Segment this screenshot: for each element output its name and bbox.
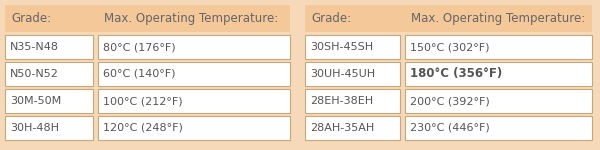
Text: Max. Operating Temperature:: Max. Operating Temperature:	[411, 12, 585, 25]
FancyBboxPatch shape	[98, 35, 290, 59]
FancyBboxPatch shape	[5, 116, 93, 140]
Text: 80°C (176°F): 80°C (176°F)	[103, 42, 176, 52]
Text: 30H-48H: 30H-48H	[10, 123, 59, 133]
FancyBboxPatch shape	[5, 62, 93, 86]
FancyBboxPatch shape	[5, 89, 93, 113]
Text: N35-N48: N35-N48	[10, 42, 59, 52]
Text: 150°C (302°F): 150°C (302°F)	[410, 42, 490, 52]
FancyBboxPatch shape	[98, 116, 290, 140]
Text: 30SH-45SH: 30SH-45SH	[310, 42, 373, 52]
Text: Max. Operating Temperature:: Max. Operating Temperature:	[104, 12, 278, 25]
Text: 180°C (356°F): 180°C (356°F)	[410, 68, 502, 81]
FancyBboxPatch shape	[405, 89, 592, 113]
FancyBboxPatch shape	[405, 116, 592, 140]
FancyBboxPatch shape	[405, 62, 592, 86]
FancyBboxPatch shape	[405, 35, 592, 59]
Text: 100°C (212°F): 100°C (212°F)	[103, 96, 182, 106]
FancyBboxPatch shape	[5, 5, 290, 32]
Text: 28AH-35AH: 28AH-35AH	[310, 123, 374, 133]
FancyBboxPatch shape	[305, 62, 400, 86]
FancyBboxPatch shape	[5, 35, 93, 59]
Text: Grade:: Grade:	[11, 12, 51, 25]
Text: 30UH-45UH: 30UH-45UH	[310, 69, 375, 79]
FancyBboxPatch shape	[98, 89, 290, 113]
FancyBboxPatch shape	[98, 62, 290, 86]
FancyBboxPatch shape	[305, 35, 400, 59]
Text: 230°C (446°F): 230°C (446°F)	[410, 123, 490, 133]
FancyBboxPatch shape	[305, 5, 592, 32]
Text: 28EH-38EH: 28EH-38EH	[310, 96, 373, 106]
FancyBboxPatch shape	[305, 116, 400, 140]
Text: 30M-50M: 30M-50M	[10, 96, 61, 106]
Text: Grade:: Grade:	[311, 12, 351, 25]
Text: 120°C (248°F): 120°C (248°F)	[103, 123, 183, 133]
FancyBboxPatch shape	[305, 89, 400, 113]
Text: 200°C (392°F): 200°C (392°F)	[410, 96, 490, 106]
Text: 60°C (140°F): 60°C (140°F)	[103, 69, 176, 79]
Text: N50-N52: N50-N52	[10, 69, 59, 79]
